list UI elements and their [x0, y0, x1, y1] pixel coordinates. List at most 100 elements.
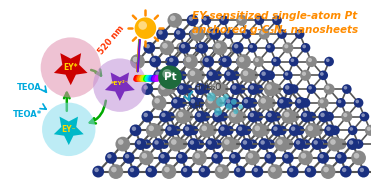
- Polygon shape: [105, 72, 135, 101]
- Circle shape: [108, 164, 123, 179]
- Circle shape: [311, 138, 323, 150]
- Circle shape: [337, 154, 341, 158]
- Circle shape: [139, 151, 154, 165]
- Circle shape: [198, 44, 203, 48]
- Circle shape: [289, 168, 293, 172]
- Circle shape: [171, 125, 181, 135]
- Circle shape: [187, 138, 200, 150]
- Circle shape: [256, 17, 260, 21]
- Circle shape: [305, 123, 320, 138]
- Circle shape: [351, 151, 366, 165]
- Circle shape: [294, 138, 305, 150]
- Circle shape: [348, 125, 358, 135]
- Circle shape: [248, 153, 253, 159]
- Circle shape: [202, 86, 206, 90]
- Circle shape: [308, 113, 312, 117]
- Circle shape: [323, 167, 329, 172]
- Circle shape: [183, 54, 198, 69]
- Circle shape: [105, 152, 117, 164]
- Circle shape: [242, 29, 251, 39]
- Circle shape: [271, 112, 281, 121]
- Circle shape: [258, 96, 273, 110]
- Circle shape: [229, 139, 240, 150]
- Circle shape: [249, 72, 253, 76]
- Circle shape: [153, 125, 164, 136]
- Circle shape: [214, 99, 218, 103]
- Circle shape: [317, 152, 329, 164]
- Circle shape: [255, 86, 259, 90]
- Circle shape: [318, 111, 330, 122]
- Circle shape: [277, 139, 283, 145]
- Circle shape: [118, 139, 124, 145]
- Circle shape: [202, 113, 206, 117]
- Circle shape: [190, 27, 205, 42]
- Circle shape: [206, 69, 218, 81]
- Circle shape: [264, 82, 279, 96]
- Circle shape: [274, 137, 289, 151]
- Circle shape: [365, 125, 376, 136]
- Circle shape: [149, 125, 154, 131]
- Circle shape: [236, 124, 248, 136]
- Circle shape: [336, 98, 346, 108]
- Circle shape: [266, 84, 272, 90]
- Circle shape: [291, 58, 294, 62]
- Circle shape: [218, 112, 228, 121]
- Circle shape: [259, 138, 270, 150]
- Circle shape: [247, 70, 258, 81]
- Circle shape: [42, 103, 96, 156]
- Circle shape: [178, 44, 182, 48]
- Circle shape: [273, 85, 277, 90]
- Circle shape: [199, 123, 214, 138]
- Circle shape: [313, 140, 318, 145]
- Circle shape: [224, 29, 234, 39]
- Text: EY⁻: EY⁻: [62, 125, 76, 134]
- Circle shape: [324, 124, 336, 136]
- Circle shape: [260, 127, 265, 131]
- Circle shape: [266, 99, 271, 103]
- Circle shape: [240, 68, 255, 83]
- Circle shape: [212, 43, 222, 53]
- Circle shape: [195, 111, 206, 122]
- Circle shape: [373, 141, 377, 145]
- Circle shape: [206, 29, 217, 40]
- Circle shape: [152, 96, 167, 110]
- Circle shape: [302, 141, 306, 145]
- Circle shape: [265, 43, 275, 53]
- Circle shape: [354, 98, 363, 108]
- Circle shape: [243, 70, 248, 76]
- Circle shape: [298, 151, 313, 165]
- Circle shape: [195, 98, 204, 108]
- Circle shape: [301, 43, 310, 53]
- Circle shape: [302, 100, 306, 103]
- Circle shape: [191, 127, 194, 131]
- Circle shape: [254, 168, 258, 172]
- Circle shape: [355, 100, 359, 103]
- Circle shape: [221, 17, 225, 21]
- Circle shape: [222, 137, 236, 151]
- Circle shape: [342, 168, 346, 172]
- Circle shape: [338, 100, 341, 103]
- Circle shape: [271, 84, 282, 95]
- Circle shape: [211, 30, 216, 35]
- Circle shape: [230, 83, 242, 95]
- Circle shape: [306, 56, 317, 67]
- Circle shape: [367, 127, 371, 131]
- Circle shape: [254, 84, 263, 94]
- Circle shape: [178, 100, 182, 103]
- Circle shape: [128, 166, 139, 177]
- Circle shape: [236, 84, 246, 94]
- Circle shape: [212, 111, 224, 122]
- Circle shape: [307, 168, 311, 172]
- Circle shape: [273, 113, 277, 117]
- Circle shape: [244, 99, 248, 103]
- Circle shape: [239, 57, 244, 62]
- Circle shape: [284, 112, 290, 117]
- Circle shape: [141, 83, 153, 95]
- Circle shape: [279, 99, 284, 103]
- Circle shape: [305, 166, 316, 177]
- Circle shape: [283, 98, 293, 108]
- Circle shape: [249, 113, 254, 117]
- Circle shape: [319, 99, 324, 103]
- Circle shape: [164, 167, 170, 172]
- Circle shape: [231, 140, 235, 145]
